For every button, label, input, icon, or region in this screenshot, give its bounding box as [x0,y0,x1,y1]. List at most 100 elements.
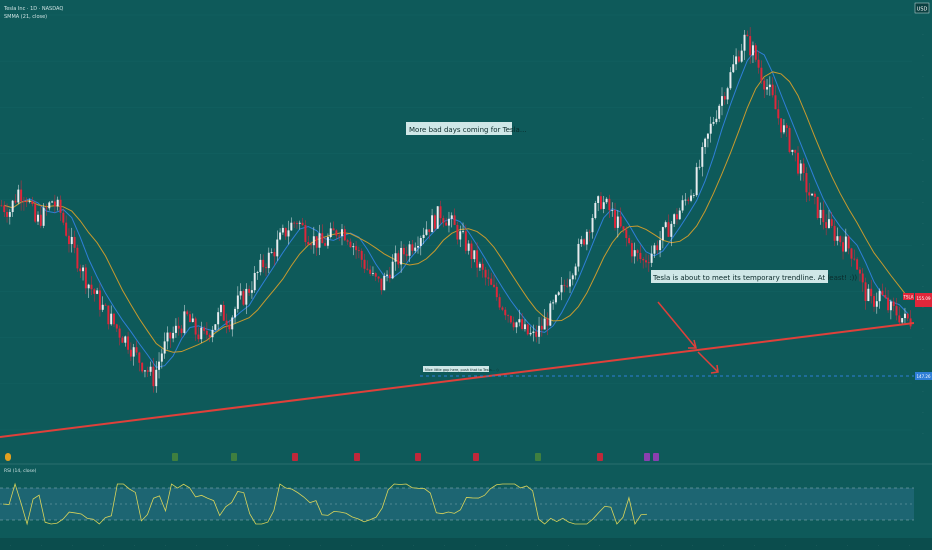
price-scale-tick: · [923,95,924,99]
candle-body [73,236,76,248]
candle-body [281,227,284,233]
price-scale-tick: · [923,179,924,183]
candle-body [757,59,760,68]
ma-fast-line [4,49,909,368]
price-scale-tick: · [923,74,924,78]
candle-body [318,233,321,248]
candle-body [121,337,124,343]
candle-body [552,302,555,304]
small-note-box[interactable] [423,366,489,372]
candle-body [166,332,169,342]
top-note-box[interactable] [406,122,512,135]
support-trendline[interactable] [0,322,915,438]
candle-body [352,246,355,248]
candle-body [329,228,332,238]
candle-body [104,304,107,306]
candle-body [273,252,276,257]
candle-body [371,273,374,274]
candle-body [619,216,622,227]
candle-body [357,250,360,251]
candle-body [107,305,110,325]
candle-body [290,222,293,231]
candle-body [698,166,701,168]
candle-body [687,199,690,201]
candle-body [397,253,400,265]
candle-body [84,267,87,289]
candle-body [538,325,541,337]
candle-body [79,268,82,272]
currency-badge-label: USD [917,7,928,13]
time-tick: · [444,543,445,547]
candle-body [723,96,726,100]
price-scale-tick: · [923,326,924,330]
time-tick: · [134,543,135,547]
candle-body [487,277,490,279]
candle-body [763,80,766,90]
candle-body [462,231,465,233]
candle-body [546,318,549,326]
candle-body [82,267,85,272]
right-note-box[interactable] [651,270,828,283]
price-scale-tick: · [923,53,924,57]
candle-body [706,133,709,139]
rsi-polyline [2,482,648,526]
candle-body [160,353,163,362]
candle-body [31,201,34,205]
candle-body [667,222,670,237]
candle-body [163,341,166,354]
candle-body [56,199,59,207]
candle-body [25,201,28,203]
candle-body [721,96,723,106]
candle-body [557,292,560,295]
candle-body [495,286,498,298]
candle-body [293,222,296,224]
candle-body [850,248,853,259]
candle-body [906,313,909,319]
time-tick: · [847,543,848,547]
candle-body [464,231,467,251]
candle-body [307,242,310,245]
candle-body [473,250,476,260]
candle-body [42,207,45,226]
candle-body [132,347,135,357]
last-price-text: 155.09 [917,296,931,301]
candle-body [875,301,878,307]
candle-body [414,247,417,251]
time-tick: · [413,543,414,547]
candle-body [262,259,265,268]
candle-body [529,332,532,335]
time-tick: · [227,543,228,547]
candle-body [847,236,850,249]
candle-body [867,288,870,302]
candle-body [569,279,571,287]
candle-body [158,361,161,370]
currency-badge[interactable] [914,2,930,14]
right-note-text: Tesla is about to meet its temporary tre… [652,274,857,282]
candle-body [143,370,146,372]
candle-body [771,84,774,96]
candle-body [735,56,738,65]
candle-body [726,88,729,100]
event-markers[interactable] [5,453,659,461]
candle-body [639,252,642,260]
candle-body [532,331,535,333]
candle-body [653,245,656,254]
candle-body [383,275,386,291]
candle-body [650,253,653,263]
candle-body [887,297,890,311]
trendline-level-tag [915,372,932,380]
price-scale[interactable] [914,0,932,460]
candle-body [312,236,315,246]
candle-body [191,318,194,323]
candle-body [811,193,814,196]
candle-body [895,306,898,316]
candle-body [746,34,749,37]
candle-body [236,295,239,309]
candle-body [442,218,445,223]
candle-body [96,290,99,294]
candle-body [211,329,214,338]
candle-body [813,193,816,197]
candle-body [560,284,563,293]
time-axis[interactable] [0,538,932,550]
